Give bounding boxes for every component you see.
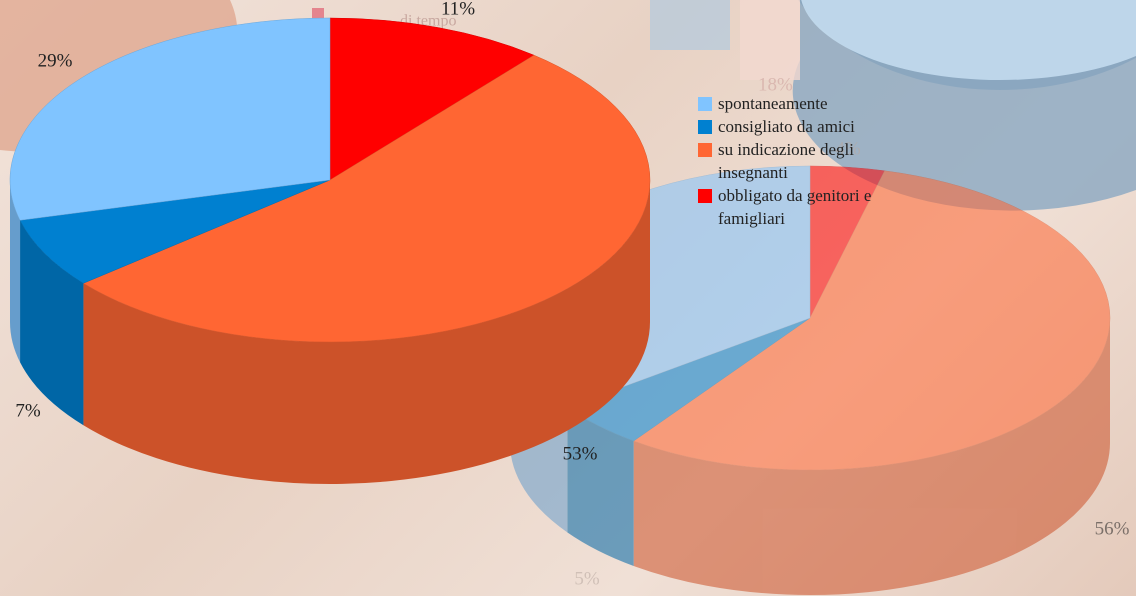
legend-label: su indicazione degli insegnanti [718,140,854,182]
pie-chart: 29% 7% 53% 11% [9,0,651,484]
faded-legend-swatch [312,8,324,20]
data-label: 11% [441,0,475,19]
faded-pie-top [801,0,1136,80]
faded-text: 18% [758,74,793,95]
pie-side [633,318,1110,595]
pie-slice [9,17,331,221]
legend-label: spontaneamente [718,94,828,113]
pie-slice [19,179,331,284]
data-label: 29% [38,50,73,71]
legend-swatch [698,189,712,203]
faded-bar [740,0,800,80]
legend-item: spontaneamente [698,92,878,115]
pie-side [10,180,21,363]
data-label: 7% [15,400,41,421]
legend-swatch [698,143,712,157]
data-label: 56% [1095,518,1130,539]
legend-label: consigliato da amici [718,117,855,136]
pie-side [20,220,84,426]
faded-bar [650,0,730,50]
legend-swatch [698,120,712,134]
data-label: 4% [835,138,861,159]
pie-slice [633,170,1111,471]
legend-item: consigliato da amici [698,115,878,138]
legend: spontaneamente consigliato da amici su ind… [698,92,878,230]
data-label: 53% [563,443,598,464]
legend-swatch [698,97,712,111]
pie-side [83,180,650,484]
pie-side [567,407,634,566]
pie-slice [329,17,535,181]
legend-label: obbligato da genitori e famigliari [718,186,872,228]
legend-item: su indicazione degli insegnanti [698,138,878,184]
legend-item: obbligato da genitori e famigliari [698,184,878,230]
data-label: 5% [574,568,600,589]
pie-slice [82,54,651,343]
